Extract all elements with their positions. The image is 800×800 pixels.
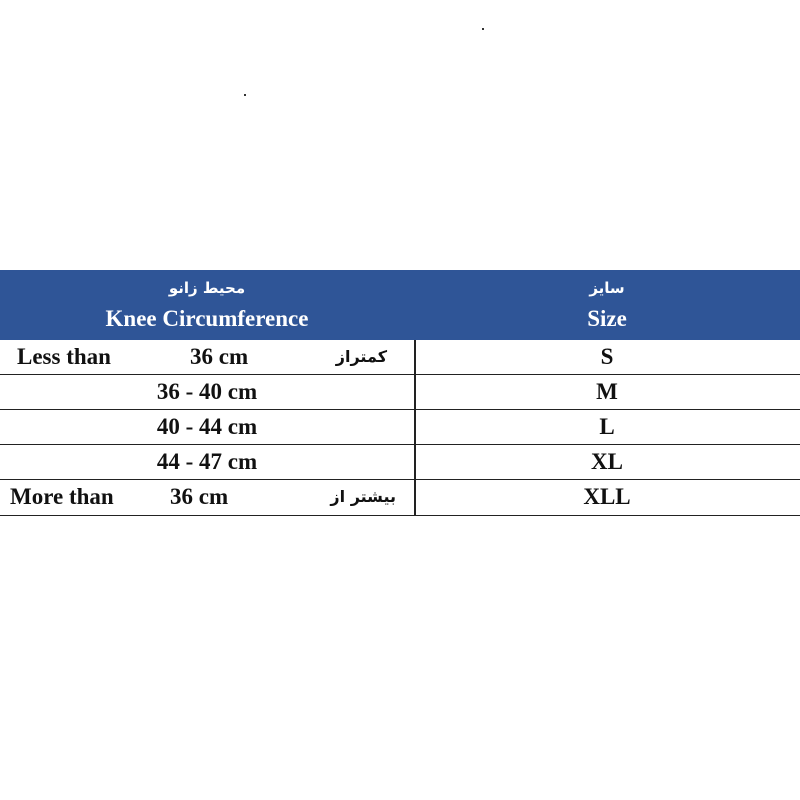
header-size-fa: سایز [589,279,625,297]
header-knee-circumference: محیط زانو Knee Circumference [0,270,414,340]
prefix-fa: بیشتر از [330,487,396,506]
column-divider [414,340,416,516]
size-value: S [600,344,614,369]
table-row: Less than 36 cm کمتراز S [0,340,800,375]
prefix-en: More than [10,484,114,509]
table-row: 40 - 44 cm L [0,410,800,445]
header-circumference-fa: محیط زانو [168,279,246,297]
speck [244,94,246,96]
circumference-value: 40 - 44 cm [156,414,258,439]
header-size-en: Size [587,306,627,331]
size-value: L [599,414,615,439]
header-size: سایز Size [414,270,800,340]
circumference-value: 44 - 47 cm [156,449,258,474]
size-value: XL [591,449,623,474]
table-header: محیط زانو Knee Circumference سایز Size [0,270,800,340]
circumference-value: 36 cm [170,484,229,509]
size-value: XLL [583,484,631,509]
table-row: More than 36 cm بیشتر از XLL [0,480,800,516]
table-row: 36 - 40 cm M [0,375,800,410]
prefix-en: Less than [17,344,111,369]
table-row: 44 - 47 cm XL [0,445,800,480]
circumference-value: 36 - 40 cm [156,379,258,404]
speck [482,28,484,30]
circumference-value: 36 cm [190,344,249,369]
prefix-fa: کمتراز [335,347,387,366]
header-circumference-en: Knee Circumference [105,306,309,331]
size-value: M [596,379,618,404]
